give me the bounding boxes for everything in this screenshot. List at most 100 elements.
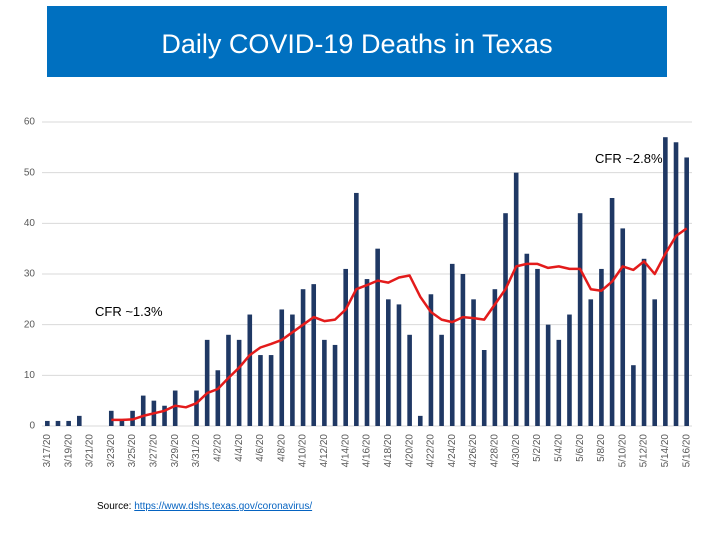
- x-tick-label: 4/8/20: [276, 434, 287, 462]
- x-tick-label: 3/27/20: [149, 434, 160, 468]
- bar: [322, 339, 327, 426]
- source: Source: https://www.dshs.texas.gov/coron…: [97, 501, 312, 512]
- bar: [194, 390, 199, 426]
- bar: [290, 314, 295, 426]
- y-tick-label: 10: [24, 370, 36, 381]
- bar: [119, 420, 125, 426]
- x-tick-label: 4/12/20: [319, 434, 330, 468]
- bar: [407, 334, 412, 426]
- bar: [268, 355, 274, 426]
- x-tick-label: 3/23/20: [106, 434, 117, 468]
- bar: [247, 314, 253, 426]
- x-tick-label: 5/10/20: [617, 434, 628, 468]
- x-tick-label: 4/18/20: [383, 434, 394, 468]
- x-tick-label: 5/4/20: [553, 434, 564, 462]
- y-tick-label: 20: [24, 319, 36, 330]
- x-tick-label: 5/16/20: [681, 434, 692, 468]
- bar: [663, 137, 668, 426]
- bar: [439, 334, 444, 426]
- bar: [449, 263, 455, 426]
- bar: [66, 420, 71, 426]
- bar: [204, 339, 210, 426]
- bar: [652, 299, 658, 426]
- x-tick-label: 4/28/20: [490, 434, 501, 468]
- x-tick-label: 4/14/20: [340, 434, 351, 468]
- bar: [684, 157, 689, 426]
- x-tick-label: 4/16/20: [362, 434, 373, 468]
- bar: [279, 309, 285, 426]
- bar: [503, 213, 508, 426]
- bar: [417, 415, 423, 426]
- annotation: CFR ~2.8%: [595, 151, 663, 166]
- annotation: CFR ~1.3%: [95, 304, 163, 319]
- x-tick-label: 3/29/20: [170, 434, 181, 468]
- x-tick-label: 5/14/20: [660, 434, 671, 468]
- x-tick-label: 3/21/20: [85, 434, 96, 468]
- bar: [641, 258, 647, 426]
- bar: [311, 284, 317, 426]
- x-tick-label: 3/19/20: [63, 434, 74, 468]
- y-tick-label: 0: [29, 421, 35, 432]
- y-tick-label: 30: [24, 269, 36, 280]
- bar: [492, 289, 498, 426]
- bar: [354, 192, 359, 426]
- y-tick-label: 50: [24, 167, 36, 178]
- bar: [545, 324, 551, 426]
- x-tick-label: 5/2/20: [532, 434, 543, 462]
- bar: [140, 395, 146, 426]
- x-tick-label: 4/30/20: [511, 434, 522, 468]
- bar: [300, 289, 306, 426]
- bar: [76, 415, 82, 426]
- x-tick-label: 4/22/20: [426, 434, 437, 468]
- moving-average-line: [111, 227, 688, 422]
- x-tick-label: 4/2/20: [212, 434, 223, 462]
- x-tick-label: 5/8/20: [596, 434, 607, 462]
- bar: [332, 344, 338, 426]
- bar: [609, 198, 615, 426]
- bar: [396, 304, 402, 426]
- bar: [172, 390, 178, 426]
- bar: [481, 350, 487, 426]
- bar: [524, 253, 530, 426]
- bar: [535, 268, 540, 426]
- x-tick-label: 4/6/20: [255, 434, 266, 462]
- bar: [577, 213, 583, 426]
- y-tick-label: 40: [24, 218, 36, 229]
- x-tick-label: 3/31/20: [191, 434, 202, 468]
- bar: [567, 314, 572, 426]
- bar: [215, 370, 221, 426]
- bar: [631, 365, 636, 426]
- bar: [364, 279, 370, 426]
- bar: [236, 339, 242, 426]
- bar: [599, 268, 604, 426]
- bar: [55, 420, 61, 426]
- x-tick-label: 5/6/20: [575, 434, 586, 462]
- source-label: Source:: [97, 501, 132, 512]
- x-tick-label: 4/20/20: [404, 434, 415, 468]
- bar: [343, 268, 348, 426]
- bar: [620, 228, 626, 426]
- chart-title: Daily COVID-19 Deaths in Texas: [161, 29, 552, 59]
- bar: [460, 274, 466, 426]
- title-banner: [47, 6, 667, 77]
- bar: [386, 299, 391, 426]
- x-tick-label: 4/4/20: [234, 434, 245, 462]
- x-tick-label: 4/24/20: [447, 434, 458, 468]
- x-tick-label: 4/26/20: [468, 434, 479, 468]
- bar: [513, 172, 519, 426]
- bar: [258, 355, 263, 426]
- x-tick-label: 4/10/20: [298, 434, 309, 468]
- x-tick-label: 3/25/20: [127, 434, 138, 468]
- x-tick-label: 3/17/20: [42, 434, 53, 468]
- source-link[interactable]: https://www.dshs.texas.gov/coronavirus/: [134, 501, 313, 512]
- bar: [162, 405, 167, 426]
- bar: [226, 334, 231, 426]
- bar: [471, 299, 476, 426]
- bar: [428, 294, 434, 426]
- x-tick-label: 5/12/20: [639, 434, 650, 468]
- bar: [108, 410, 114, 426]
- bar: [556, 339, 562, 426]
- bar: [45, 420, 50, 426]
- y-tick-label: 60: [24, 117, 36, 128]
